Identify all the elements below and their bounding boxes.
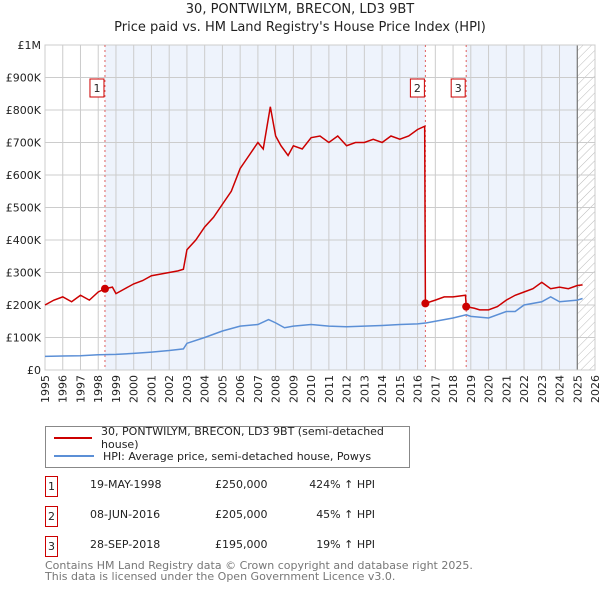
sale-hpi: 19% ↑ HPI (316, 538, 375, 551)
x-tick-label: 1995 (39, 375, 52, 403)
plot-border (44, 44, 596, 371)
sale-date: 08-JUN-2016 (90, 508, 161, 521)
sale-row: 2 08-JUN-2016 £205,000 45% ↑ HPI (45, 506, 445, 527)
sale-date: 28-SEP-2018 (90, 538, 161, 551)
sale-point (100, 284, 109, 293)
x-tick-label: 2020 (483, 375, 496, 403)
sale-label: 3 (455, 82, 462, 95)
sale-hpi: 424% ↑ HPI (309, 478, 375, 491)
x-tick-label: 2001 (145, 375, 158, 403)
x-tick-label: 2008 (270, 375, 283, 403)
sale-label: 1 (93, 82, 100, 95)
legend-swatch-red (54, 437, 93, 439)
sale-row: 3 28-SEP-2018 £195,000 19% ↑ HPI (45, 536, 445, 557)
sale-point (421, 299, 430, 308)
x-tick-label: 2000 (128, 375, 141, 403)
y-tick-label: £1M (18, 39, 42, 52)
footer: Contains HM Land Registry data © Crown c… (45, 560, 473, 582)
x-tick-label: 2005 (216, 375, 229, 403)
sale-price: £250,000 (215, 478, 268, 491)
x-tick-label: 2018 (447, 375, 460, 403)
y-tick-label: £400K (6, 234, 42, 247)
x-tick-label: 2024 (554, 375, 567, 403)
y-tick-label: £500K (6, 202, 42, 215)
x-tick-label: 2026 (589, 375, 600, 403)
x-tick-label: 2012 (341, 375, 354, 403)
x-tick-label: 2009 (287, 375, 300, 403)
y-tick-label: £300K (6, 267, 42, 280)
x-tick-label: 1997 (74, 375, 87, 403)
legend-item-hpi: HPI: Average price, semi-detached house,… (54, 448, 371, 464)
x-tick-label: 2006 (234, 375, 247, 403)
sale-label: 2 (414, 82, 421, 95)
x-tick-label: 2025 (571, 375, 584, 403)
legend-label: 30, PONTWILYM, BRECON, LD3 9BT (semi-det… (101, 425, 384, 451)
chart-title: 30, PONTWILYM, BRECON, LD3 9BT (185, 2, 415, 17)
x-tick-label: 2013 (358, 375, 371, 403)
x-tick-label: 1999 (110, 375, 123, 403)
sale-price: £205,000 (215, 508, 268, 521)
y-tick-label: £200K (6, 299, 42, 312)
y-tick-label: £700K (6, 137, 42, 150)
sale-row: 1 19-MAY-1998 £250,000 424% ↑ HPI (45, 476, 445, 497)
series-line (44, 106, 583, 311)
x-tick-label: 2014 (376, 375, 389, 403)
x-tick-label: 2023 (536, 375, 549, 403)
legend-item-property: 30, PONTWILYM, BRECON, LD3 9BT (semi-det… (54, 425, 409, 451)
sale-price: £195,000 (215, 538, 268, 551)
legend: 30, PONTWILYM, BRECON, LD3 9BT (semi-det… (45, 425, 410, 468)
footer-line: Contains HM Land Registry data © Crown c… (45, 559, 473, 572)
x-tick-label: 2017 (429, 375, 442, 403)
sale-label-box (89, 78, 105, 98)
y-tick-label: £600K (6, 169, 42, 182)
y-tick-label: £100K (6, 332, 42, 345)
x-tick-label: 2022 (518, 375, 531, 403)
y-tick-label: £900K (6, 72, 42, 85)
series-line (44, 296, 583, 358)
footer-line: This data is licensed under the Open Gov… (45, 570, 396, 583)
x-tick-label: 2011 (323, 375, 336, 403)
price-chart: 1995 1996 1997 1998 1999 2000 2001 2002 2003 2004… (6, 39, 600, 403)
x-tick-label: 2016 (412, 375, 425, 403)
sale-number: 1 (45, 476, 58, 497)
x-tick-label: 2003 (181, 375, 194, 403)
sale-number: 3 (45, 536, 58, 557)
x-tick-label: 2004 (199, 375, 212, 403)
sale-label-box (409, 78, 425, 98)
x-tick-label: 2015 (394, 375, 407, 403)
sale-date: 19-MAY-1998 (90, 478, 162, 491)
y-tick-label: £800K (6, 104, 42, 117)
chart-subtitle: Price paid vs. HM Land Registry's House … (114, 20, 486, 35)
sale-label-box (450, 78, 466, 98)
sale-number: 2 (45, 506, 58, 527)
x-tick-label: 2007 (252, 375, 265, 403)
legend-label: HPI: Average price, semi-detached house,… (103, 449, 372, 463)
x-tick-label: 2019 (465, 375, 478, 403)
legend-swatch-blue (54, 455, 94, 457)
sale-hpi: 45% ↑ HPI (316, 508, 375, 521)
y-tick-label: £0 (27, 364, 41, 377)
x-tick-label: 2021 (500, 375, 513, 403)
sale-point (462, 302, 471, 311)
x-tick-label: 2002 (163, 375, 176, 403)
x-tick-label: 1998 (92, 375, 105, 403)
x-tick-label: 2010 (305, 375, 318, 403)
x-tick-label: 1996 (57, 375, 70, 403)
